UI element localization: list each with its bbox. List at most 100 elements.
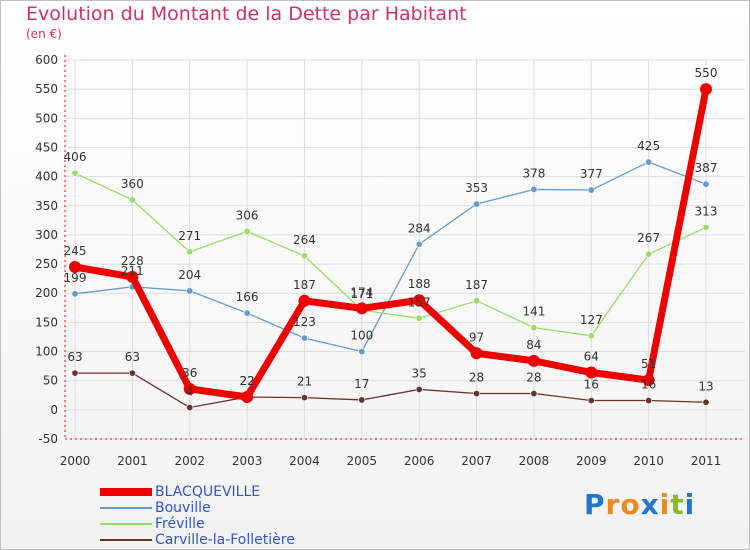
data-point-blacqueville [183,382,196,395]
legend-label-carville-la-folletiere: Carville-la-Folletière [155,532,295,548]
data-point-bouville [243,309,251,317]
data-point-carville-la-folletiere [186,404,194,412]
data-label-bouville: 211 [121,264,144,278]
data-label-carville-la-folletiere: 28 [469,371,484,385]
data-point-blacqueville [585,366,598,379]
series-line-freville [74,172,707,337]
data-point-bouville [702,180,710,188]
data-point-bouville [473,200,481,208]
data-point-freville [473,297,481,305]
data-label-blacqueville: 228 [121,254,144,268]
legend-swatch-blacqueville [100,488,152,496]
data-point-blacqueville [700,83,712,96]
data-point-blacqueville [355,302,368,315]
data-point-carville-la-folletiere [358,396,366,404]
data-label-carville-la-folletiere: 13 [698,379,713,393]
y-tick-label: 500 [35,111,58,125]
x-tick-label: 2009 [576,454,607,468]
data-label-carville-la-folletiere: 4 [186,385,194,399]
data-point-carville-la-folletiere [473,390,481,398]
legend-swatch-bouville [100,507,152,509]
data-point-blacqueville [298,294,311,307]
data-point-freville [702,223,710,231]
y-tick-label: 100 [35,345,58,359]
data-label-blacqueville: 245 [64,244,87,258]
data-point-carville-la-folletiere [300,394,308,402]
data-label-blacqueville: 64 [584,350,599,364]
data-point-carville-la-folletiere [415,385,423,393]
x-tick-label: 2003 [232,454,263,468]
data-label-freville: 267 [637,231,660,245]
y-tick-label: 400 [35,170,58,184]
data-point-freville [530,324,538,332]
data-label-carville-la-folletiere: 16 [641,378,656,392]
data-label-freville: 406 [64,150,87,164]
data-label-carville-la-folletiere: 63 [125,350,140,364]
data-label-blacqueville: 97 [469,330,484,344]
x-tick-label: 2008 [519,454,550,468]
data-label-bouville: 100 [350,329,373,343]
x-tick-label: 2007 [461,454,492,468]
data-label-blacqueville: 174 [350,285,373,299]
data-point-freville [186,248,194,256]
x-tick-label: 2005 [347,454,378,468]
data-point-carville-la-folletiere [702,398,710,406]
data-point-freville [71,169,79,177]
legend-swatch-freville [100,523,152,525]
legend-label-freville: Fréville [155,516,205,532]
data-point-carville-la-folletiere [587,397,595,405]
legend-label-blacqueville: BLACQUEVILLE [155,484,261,500]
legend-label-bouville: Bouville [155,500,211,516]
data-point-carville-la-folletiere [645,397,653,405]
y-tick-label: 250 [35,257,58,271]
data-label-blacqueville: 188 [408,277,431,291]
data-label-freville: 141 [522,305,545,319]
y-tick-label: 550 [35,82,58,96]
data-point-bouville [186,287,194,295]
data-point-bouville [645,158,653,166]
data-label-freville: 187 [465,278,488,292]
data-label-bouville: 387 [695,161,718,175]
data-label-carville-la-folletiere: 16 [584,378,599,392]
data-label-bouville: 378 [522,166,545,180]
y-tick-label: 350 [35,199,58,213]
data-label-freville: 271 [178,229,201,243]
data-point-bouville [300,334,308,342]
data-label-freville: 306 [236,208,259,222]
chart-title: Evolution du Montant de la Dette par Hab… [26,3,467,25]
data-label-blacqueville: 51 [641,357,656,371]
data-point-bouville [587,186,595,194]
data-label-bouville: 425 [637,139,660,153]
data-point-bouville [358,348,366,356]
proxiti-logo: Proxiti [584,488,695,521]
logo-letter: i [659,488,671,521]
y-tick-label: 300 [35,228,58,242]
data-point-carville-la-folletiere [128,369,136,377]
series [69,83,712,412]
legend-swatch-carville-la-folletiere [100,539,152,541]
data-label-blacqueville: 36 [182,366,197,380]
data-point-freville [128,196,136,204]
data-label-blacqueville: 22 [239,374,254,388]
data-point-freville [415,314,423,322]
data-label-freville: 313 [695,204,718,218]
x-tick-label: 2004 [289,454,320,468]
logo-letter: t [670,488,685,521]
chart-subtitle: (en €) [26,27,62,41]
data-label-carville-la-folletiere: 21 [297,375,312,389]
data-label-blacqueville: 550 [695,66,718,80]
data-point-blacqueville [470,347,483,360]
data-point-blacqueville [69,260,81,273]
y-tick-label: 0 [50,403,58,417]
y-tick-label: 150 [35,315,58,329]
data-point-carville-la-folletiere [530,390,538,398]
data-point-freville [300,252,308,260]
y-tick-label: 50 [43,374,58,388]
data-label-freville: 360 [121,177,144,191]
series-line-carville-la-folletiere [75,372,707,409]
data-label-blacqueville: 187 [293,278,316,292]
data-label-freville: 127 [580,313,603,327]
x-tick-label: 2001 [117,454,148,468]
data-point-freville [587,332,595,340]
